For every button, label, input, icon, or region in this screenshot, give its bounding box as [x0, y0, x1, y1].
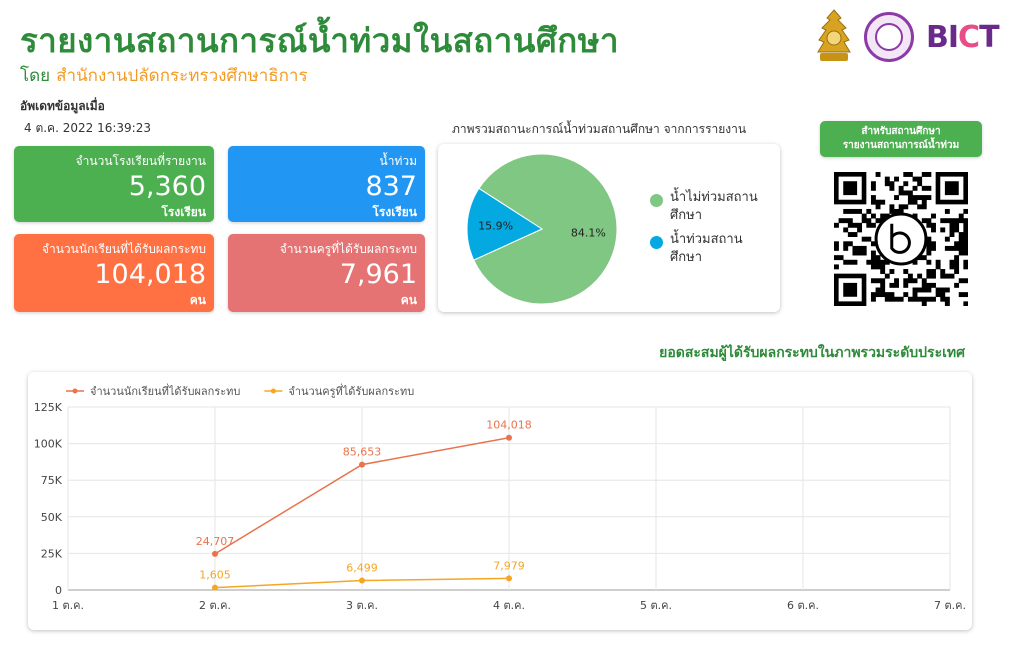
x-tick-label: 2 ต.ค. — [199, 599, 231, 612]
card-value: 5,360 — [128, 171, 206, 202]
subtitle: โดย สำนักงานปลัดกระทรวงศึกษาธิการ — [20, 62, 308, 89]
data-point[interactable] — [506, 434, 512, 441]
x-tick-label: 3 ต.ค. — [346, 599, 378, 612]
qr-button-line1: สำหรับสถานศึกษา — [861, 126, 941, 137]
update-label: อัพเดทข้อมูลเมื่อ — [20, 99, 105, 113]
x-tick-label: 4 ต.ค. — [493, 599, 525, 612]
qr-center-logo-icon — [874, 212, 928, 266]
pie-slice-label: 15.9% — [478, 220, 513, 233]
data-point[interactable] — [506, 575, 512, 582]
data-point[interactable] — [359, 461, 365, 468]
y-tick-label: 50K — [41, 511, 63, 524]
legend-marker — [72, 388, 78, 394]
legend-label: จำนวนครูที่ได้รับผลกระทบ — [288, 383, 414, 398]
card-schools-reported: จำนวนโรงเรียนที่รายงาน 5,360 โรงเรียน — [14, 146, 214, 222]
subtitle-by: โดย — [20, 66, 51, 86]
data-label: 6,499 — [346, 561, 378, 574]
line-chart: 0 25K 50K 75K 100K 125K 1 ต.ค. 2 ต.ค. 3 ต.ค. 4 ต.… — [34, 383, 966, 612]
legend-swatch-flooded — [650, 236, 663, 249]
x-tick-label: 7 ต.ค. — [934, 599, 966, 612]
card-label: น้ำท่วม — [379, 154, 418, 168]
bict-logo: BICT — [926, 20, 1000, 55]
update-timestamp: 4 ต.ค. 2022 16:39:23 — [24, 121, 151, 135]
subtitle-org: สำนักงานปลัดกระทรวงศึกษาธิการ — [56, 66, 308, 86]
card-schools-flooded: น้ำท่วม 837 โรงเรียน — [228, 146, 425, 222]
pie-slice[interactable] — [473, 153, 618, 305]
card-unit: คน — [189, 293, 206, 307]
legend-label: จำนวนนักเรียนที่ได้รับผลกระทบ — [90, 383, 240, 398]
card-label: จำนวนครูที่ได้รับผลกระทบ — [279, 242, 417, 256]
legend-label-not-flooded: น้ำไม่ท่วมสถานศึกษา — [670, 190, 758, 223]
y-tick-label: 0 — [55, 584, 62, 597]
ministry-seal-icon — [817, 9, 851, 61]
qr-button-line2: รายงานสถานการณ์น้ำท่วม — [842, 140, 960, 151]
legend-marker — [270, 388, 276, 394]
card-value: 104,018 — [94, 259, 206, 290]
data-point[interactable] — [212, 550, 218, 557]
y-tick-label: 125K — [34, 401, 63, 414]
card-value: 837 — [365, 171, 417, 202]
x-tick-label: 6 ต.ค. — [787, 599, 819, 612]
logo-group: BICT — [814, 6, 1020, 66]
y-tick-label: 25K — [41, 547, 63, 560]
data-label: 85,653 — [343, 446, 382, 459]
pie-slice-label: 84.1% — [571, 226, 606, 239]
y-tick-label: 100K — [34, 438, 63, 451]
card-unit: โรงเรียน — [161, 205, 206, 219]
card-label: จำนวนนักเรียนที่ได้รับผลกระทบ — [41, 242, 206, 256]
card-teachers-affected: จำนวนครูที่ได้รับผลกระทบ 7,961 คน — [228, 234, 425, 312]
line-chart-title: ยอดสะสมผู้ได้รับผลกระทบในภาพรวมระดับประเ… — [659, 345, 965, 361]
y-tick-label: 75K — [41, 474, 63, 487]
data-point[interactable] — [212, 584, 218, 591]
x-tick-label: 1 ต.ค. — [52, 599, 84, 612]
data-label: 24,707 — [196, 535, 235, 548]
pie-chart: 84.1% 15.9% — [466, 153, 618, 305]
qr-report-button[interactable]: สำหรับสถานศึกษา รายงานสถานการณ์น้ำท่วม — [820, 121, 982, 157]
office-emblem-icon — [864, 12, 914, 62]
pie-chart-title: ภาพรวมสถานะการณ์น้ำท่วมสถานศึกษา จากการร… — [452, 122, 747, 136]
card-students-affected: จำนวนนักเรียนที่ได้รับผลกระทบ 104,018 คน — [14, 234, 214, 312]
data-label: 7,979 — [493, 559, 525, 572]
page-title: รายงานสถานการณ์น้ำท่วมในสถานศึกษา — [20, 21, 620, 60]
qr-code[interactable] — [834, 172, 968, 306]
x-tick-label: 5 ต.ค. — [640, 599, 672, 612]
legend-label-flooded: น้ำท่วมสถานศึกษา — [670, 232, 743, 265]
card-unit: โรงเรียน — [372, 205, 417, 219]
data-label: 104,018 — [486, 419, 532, 432]
data-point[interactable] — [359, 577, 365, 584]
data-label: 1,605 — [199, 569, 231, 582]
pie-chart-panel: 84.1% 15.9% น้ำไม่ท่วมสถานศึกษา น้ำท่วมสถ… — [438, 144, 780, 312]
legend-swatch-not-flooded — [650, 194, 663, 207]
card-value: 7,961 — [339, 259, 417, 290]
line-chart-panel: 0 25K 50K 75K 100K 125K 1 ต.ค. 2 ต.ค. 3 ต.ค. 4 ต.… — [28, 372, 972, 630]
pie-slice[interactable] — [466, 187, 544, 261]
card-unit: คน — [400, 293, 417, 307]
card-label: จำนวนโรงเรียนที่รายงาน — [75, 154, 206, 168]
